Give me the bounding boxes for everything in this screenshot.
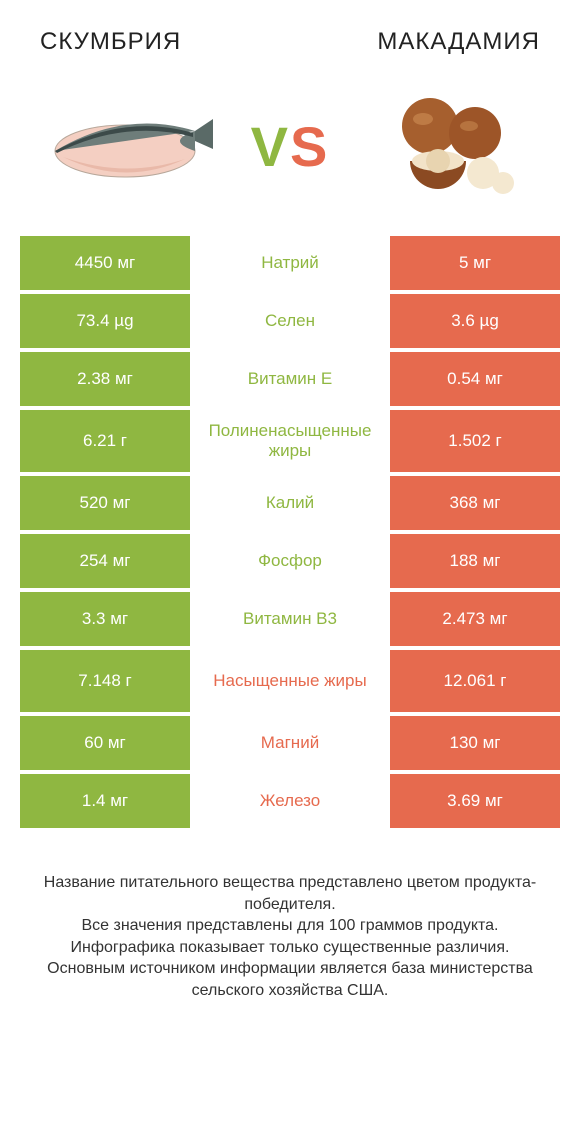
table-row: 2.38 мгВитамин E0.54 мг	[20, 352, 560, 410]
right-value-cell: 5 мг	[390, 236, 560, 290]
right-product-image	[360, 86, 540, 206]
left-value-cell: 60 мг	[20, 716, 190, 770]
table-row: 520 мгКалий368 мг	[20, 476, 560, 534]
nutrient-name-cell: Фосфор	[190, 534, 390, 588]
header: СКУМБРИЯ МАКАДАМИЯ	[0, 0, 580, 66]
table-row: 6.21 гПолиненасыщенные жиры1.502 г	[20, 410, 560, 476]
right-value-cell: 1.502 г	[390, 410, 560, 472]
left-product-image	[40, 86, 220, 206]
right-value-cell: 368 мг	[390, 476, 560, 530]
right-value-cell: 3.6 µg	[390, 294, 560, 348]
nutrient-name-cell: Натрий	[190, 236, 390, 290]
table-row: 73.4 µgСелен3.6 µg	[20, 294, 560, 352]
table-row: 7.148 гНасыщенные жиры12.061 г	[20, 650, 560, 716]
footer-line-3: Инфографика показывает только существенн…	[30, 937, 550, 959]
table-row: 60 мгМагний130 мг	[20, 716, 560, 774]
footer-notes: Название питательного вещества представл…	[30, 872, 550, 1002]
left-value-cell: 4450 мг	[20, 236, 190, 290]
nutrient-name-cell: Витамин E	[190, 352, 390, 406]
nutrient-name-cell: Калий	[190, 476, 390, 530]
footer-line-2: Все значения представлены для 100 граммо…	[30, 915, 550, 937]
table-row: 1.4 мгЖелезо3.69 мг	[20, 774, 560, 832]
left-value-cell: 254 мг	[20, 534, 190, 588]
right-value-cell: 3.69 мг	[390, 774, 560, 828]
left-value-cell: 3.3 мг	[20, 592, 190, 646]
images-row: VS	[0, 66, 580, 236]
left-value-cell: 6.21 г	[20, 410, 190, 472]
nuts-icon	[375, 91, 525, 201]
vs-s-letter: S	[290, 115, 329, 178]
right-value-cell: 12.061 г	[390, 650, 560, 712]
table-row: 254 мгФосфор188 мг	[20, 534, 560, 592]
left-value-cell: 2.38 мг	[20, 352, 190, 406]
fish-icon	[45, 101, 215, 191]
left-value-cell: 1.4 мг	[20, 774, 190, 828]
footer-line-1: Название питательного вещества представл…	[30, 872, 550, 915]
nutrient-name-cell: Магний	[190, 716, 390, 770]
footer-line-4: Основным источником информации является …	[30, 958, 550, 1001]
left-value-cell: 520 мг	[20, 476, 190, 530]
right-value-cell: 130 мг	[390, 716, 560, 770]
vs-label: VS	[251, 114, 330, 179]
vs-v-letter: V	[251, 115, 290, 178]
comparison-table: 4450 мгНатрий5 мг73.4 µgСелен3.6 µg2.38 …	[20, 236, 560, 832]
right-product-title: МАКАДАМИЯ	[377, 28, 540, 56]
nutrient-name-cell: Насыщенные жиры	[190, 650, 390, 712]
right-value-cell: 0.54 мг	[390, 352, 560, 406]
left-value-cell: 73.4 µg	[20, 294, 190, 348]
nutrient-name-cell: Полиненасыщенные жиры	[190, 410, 390, 472]
left-product-title: СКУМБРИЯ	[40, 28, 181, 56]
nutrient-name-cell: Селен	[190, 294, 390, 348]
nutrient-name-cell: Витамин B3	[190, 592, 390, 646]
right-value-cell: 188 мг	[390, 534, 560, 588]
left-value-cell: 7.148 г	[20, 650, 190, 712]
right-value-cell: 2.473 мг	[390, 592, 560, 646]
nutrient-name-cell: Железо	[190, 774, 390, 828]
table-row: 3.3 мгВитамин B32.473 мг	[20, 592, 560, 650]
table-row: 4450 мгНатрий5 мг	[20, 236, 560, 294]
